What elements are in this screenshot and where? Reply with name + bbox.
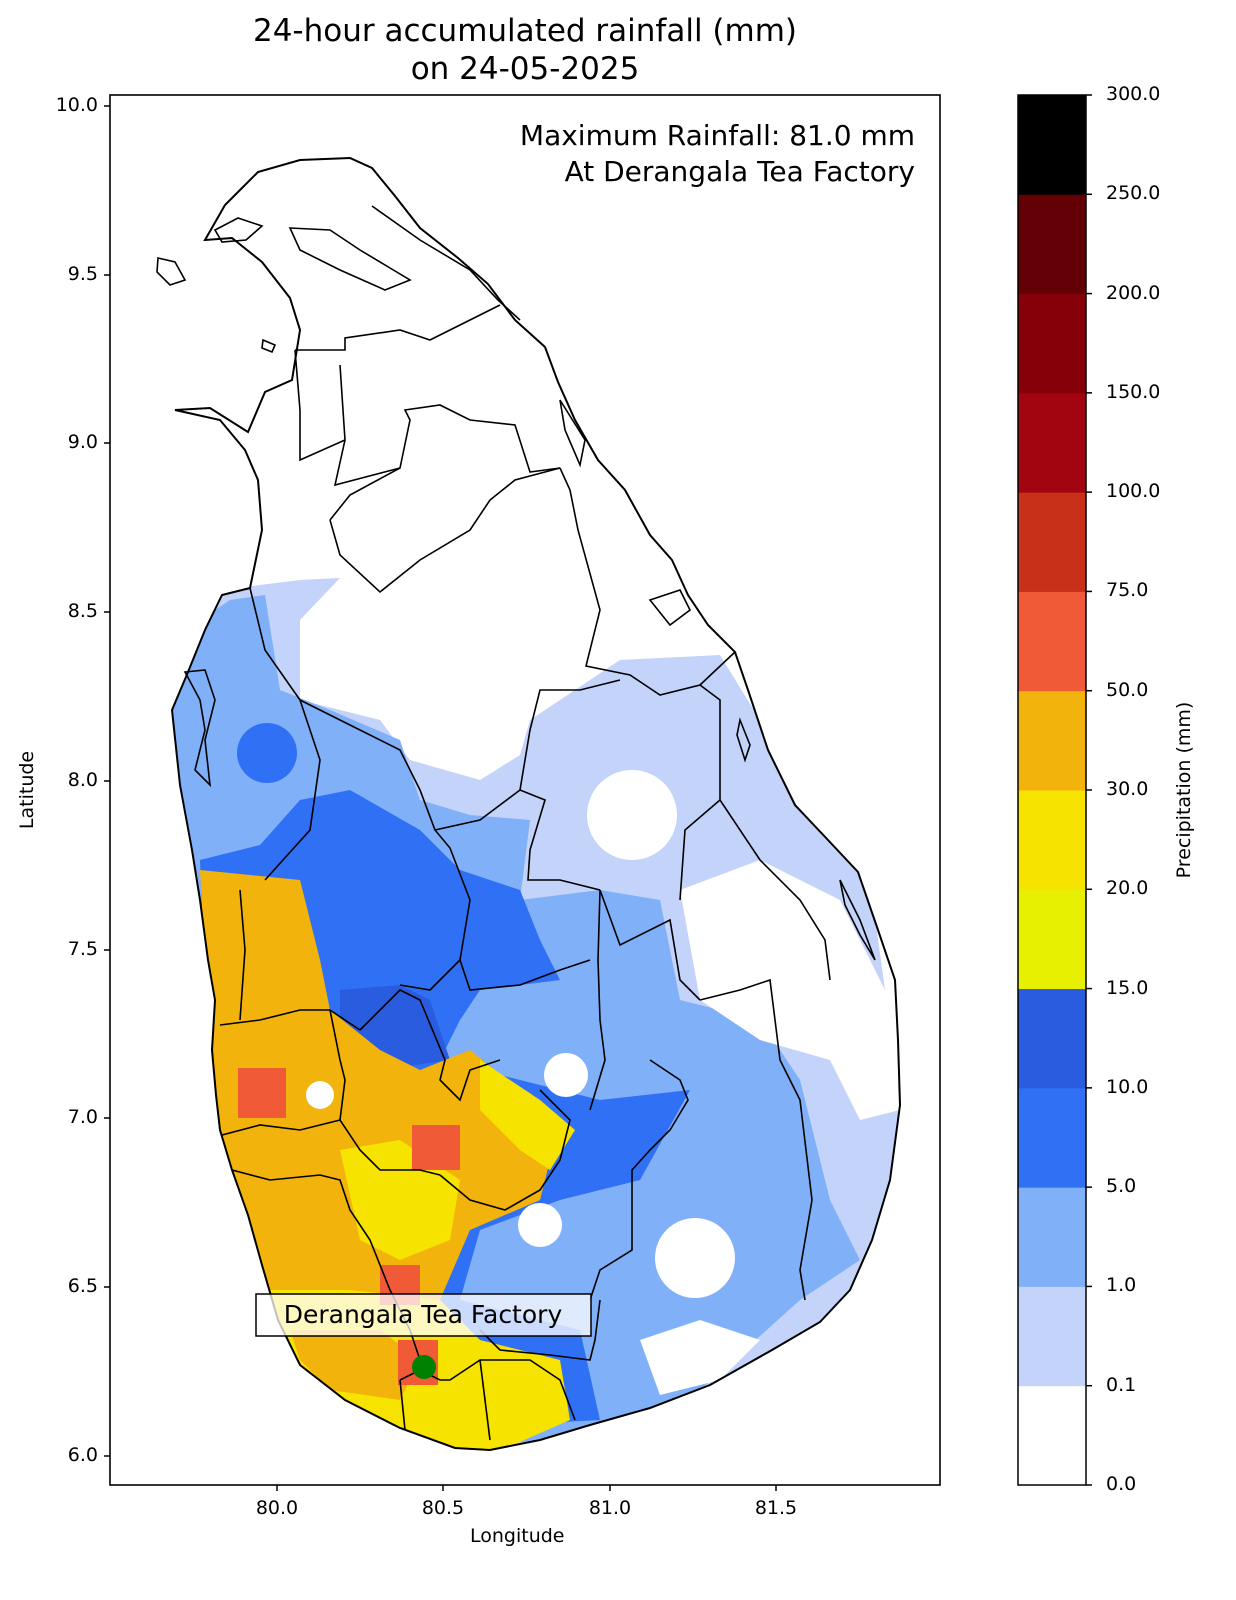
colorbar-segment xyxy=(1018,492,1086,592)
colorbar-segment xyxy=(1018,1385,1086,1486)
x-axis-label: Longitude xyxy=(470,1525,565,1547)
station-label-box xyxy=(255,1293,592,1337)
colorbar-tick-label: 75.0 xyxy=(1106,579,1149,602)
colorbar-tick-label: 200.0 xyxy=(1106,281,1161,304)
precip-cell-red-1 xyxy=(238,1068,286,1118)
chart-title: 24-hour accumulated rainfall (mm) on 24-… xyxy=(110,12,940,88)
colorbar-segment xyxy=(1018,790,1086,890)
x-tick-label: 81.5 xyxy=(754,1497,798,1519)
dry-spot-2 xyxy=(655,1218,735,1298)
colorbar-segment xyxy=(1018,1187,1086,1287)
dry-spot-3 xyxy=(544,1053,588,1097)
max-rainfall-text: Maximum Rainfall: 81.0 mm xyxy=(519,119,915,152)
y-tick-label: 8.0 xyxy=(67,769,98,791)
coastal-features xyxy=(156,217,876,961)
colorbar-tick-label: 100.0 xyxy=(1106,480,1161,503)
precip-cell-blue-nw xyxy=(237,723,297,783)
dry-spot-1 xyxy=(587,770,677,860)
y-tick-label: 7.0 xyxy=(67,1106,98,1128)
precip-zone-orange xyxy=(200,870,560,1340)
station-marker xyxy=(412,1355,436,1379)
station-label: Derangala Tea Factory xyxy=(284,1300,563,1329)
colorbar-segments xyxy=(1018,95,1086,1486)
plot-border xyxy=(109,94,941,1486)
colorbar-tick-label: 250.0 xyxy=(1106,182,1161,205)
y-tick-label: 9.5 xyxy=(67,263,98,285)
y-tick-label: 10.0 xyxy=(55,94,98,116)
colorbar-segment xyxy=(1018,988,1086,1089)
colorbar-tick-label: 300.0 xyxy=(1106,83,1161,105)
colorbar-tick-label: 5.0 xyxy=(1106,1175,1137,1198)
title-line-2: on 24-05-2025 xyxy=(410,51,640,87)
colorbar-tick-label: 10.0 xyxy=(1106,1075,1149,1098)
colorbar-segment xyxy=(1018,194,1086,295)
max-rainfall-annotation: Maximum Rainfall: 81.0 mm At Derangala T… xyxy=(460,118,915,190)
colorbar-segment xyxy=(1018,591,1086,692)
colorbar xyxy=(1017,94,1092,1486)
y-axis-label: Latitude xyxy=(16,751,38,829)
x-tick-label: 80.5 xyxy=(421,1497,465,1519)
colorbar-label: Precipitation (mm) xyxy=(1173,702,1195,879)
colorbar-segment xyxy=(1018,293,1086,394)
district-boundaries xyxy=(219,205,831,1441)
precip-zone-yellow-east xyxy=(480,1060,575,1170)
colorbar-segment xyxy=(1018,889,1086,990)
y-tick-label: 7.5 xyxy=(67,938,98,960)
colorbar-tick-label: 20.0 xyxy=(1106,877,1149,900)
title-line-1: 24-hour accumulated rainfall (mm) xyxy=(252,13,797,49)
y-tick-label: 9.0 xyxy=(67,431,98,453)
axis-tick-marks xyxy=(104,105,777,1491)
colorbar-segment xyxy=(1018,1286,1086,1387)
colorbar-segment xyxy=(1018,690,1086,791)
colorbar-tick-label: 150.0 xyxy=(1106,380,1161,403)
colorbar-tick-label: 50.0 xyxy=(1106,678,1149,701)
colorbar-tick-label: 1.0 xyxy=(1106,1274,1137,1297)
colorbar-tick-label: 0.0 xyxy=(1106,1473,1137,1495)
x-tick-label: 80.0 xyxy=(255,1497,299,1519)
colorbar-tick-marks xyxy=(1086,94,1092,1486)
y-tick-label: 6.0 xyxy=(67,1444,98,1466)
colorbar-segment xyxy=(1018,392,1086,493)
colorbar-segment xyxy=(1018,95,1086,195)
dry-spot-5 xyxy=(306,1081,334,1109)
precip-cell-red-2 xyxy=(412,1125,460,1170)
dry-zone-southeast xyxy=(640,1320,760,1395)
x-tick-label: 81.0 xyxy=(588,1497,632,1519)
colorbar-tick-label: 0.1 xyxy=(1106,1373,1137,1396)
y-tick-label: 8.5 xyxy=(67,600,98,622)
y-tick-label: 6.5 xyxy=(67,1275,98,1297)
colorbar-tick-label: 15.0 xyxy=(1106,976,1149,999)
colorbar-segment xyxy=(1018,1087,1086,1188)
dry-zone-east xyxy=(680,860,900,1120)
precipitation-field xyxy=(172,578,900,1450)
max-rainfall-location: At Derangala Tea Factory xyxy=(564,155,915,188)
colorbar-tick-label: 30.0 xyxy=(1106,778,1149,800)
dry-spot-4 xyxy=(518,1203,562,1247)
